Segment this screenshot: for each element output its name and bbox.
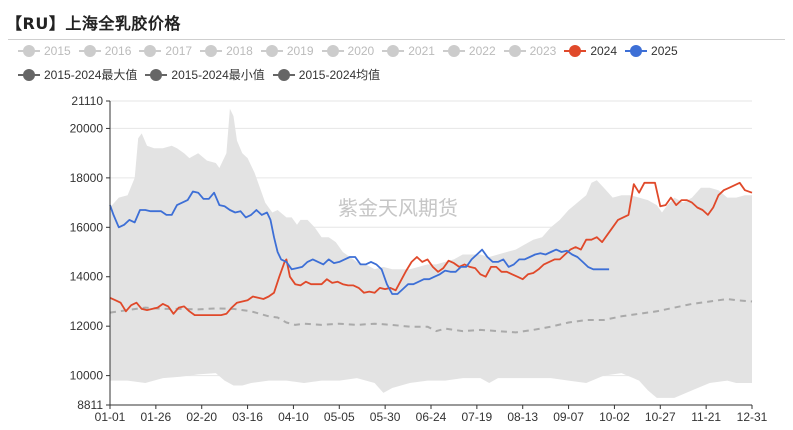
x-tick-label: 12-31 <box>737 410 768 424</box>
legend-label: 2023 <box>529 44 557 58</box>
legend-item-2018[interactable]: 2018 <box>200 44 253 58</box>
legend-marker-icon <box>78 44 101 58</box>
x-tick-label: 01-01 <box>95 410 126 424</box>
x-tick-label: 10-02 <box>599 410 630 424</box>
x-tick-label: 10-27 <box>645 410 676 424</box>
legend-item-2021[interactable]: 2021 <box>382 44 435 58</box>
y-tick-label: 14000 <box>70 270 104 284</box>
legend-marker-icon <box>625 44 648 58</box>
legend-label: 2017 <box>165 44 193 58</box>
legend-item-2020[interactable]: 2020 <box>321 44 375 58</box>
series-line-2025 <box>109 190 610 295</box>
legend-item-2019[interactable]: 2019 <box>260 44 314 58</box>
legend-item-2017[interactable]: 2017 <box>139 44 192 58</box>
legend-marker-icon <box>18 44 40 58</box>
x-tick-label: 08-13 <box>507 410 538 424</box>
y-tick-label: 8811 <box>77 398 103 412</box>
legend-marker-icon <box>272 68 295 82</box>
range-band-max-min <box>110 108 752 398</box>
legend-item-2025[interactable]: 2025 <box>625 44 678 58</box>
legend-item-2015-2024最大值[interactable]: 2015-2024最大值 <box>18 66 137 83</box>
legend-item-2024[interactable]: 2024 <box>564 44 617 58</box>
legend-label: 2015-2024最大值 <box>44 68 138 82</box>
legend-marker-icon <box>503 44 526 58</box>
y-tick-label: 18000 <box>70 171 104 185</box>
legend-marker-icon <box>200 44 223 58</box>
y-tick-label: 20000 <box>70 121 104 135</box>
y-tick-label: 10000 <box>70 369 104 383</box>
legend-marker-icon <box>321 44 344 58</box>
legend-item-2015-2024最小值[interactable]: 2015-2024最小值 <box>145 66 265 83</box>
legend-item-2015-2024均值[interactable]: 2015-2024均值 <box>272 66 381 83</box>
legend-row-years: 2015 2016 2017 2018 2019 2020 2021 2022 2023 2024… <box>18 44 686 58</box>
legend-label: 2019 <box>286 44 314 58</box>
legend-label: 2024 <box>590 44 618 58</box>
legend-marker-icon <box>139 44 162 58</box>
x-tick-label: 04-10 <box>278 410 309 424</box>
x-tick-label: 05-30 <box>370 410 401 424</box>
x-tick-label: 11-21 <box>691 410 721 424</box>
legend-item-2015[interactable]: 2015 <box>18 44 71 58</box>
y-tick-label: 16000 <box>70 220 104 234</box>
legend-item-2016[interactable]: 2016 <box>78 44 132 58</box>
legend-label: 2015-2024最小值 <box>171 68 265 82</box>
legend-marker-icon <box>18 68 40 82</box>
legend-label: 2022 <box>468 44 496 58</box>
series-line-2024 <box>109 181 753 317</box>
x-tick-label: 09-07 <box>553 410 584 424</box>
x-tick-label: 06-24 <box>416 410 447 424</box>
legend-marker-icon <box>145 68 168 82</box>
x-tick-label: 03-16 <box>232 410 263 424</box>
series-line-2015-2024均值 <box>109 298 753 334</box>
legend-marker-icon <box>564 44 587 58</box>
x-tick-label: 05-05 <box>324 410 355 424</box>
y-tick-label: 21110 <box>71 94 103 108</box>
chart-title: 【RU】上海全乳胶价格 <box>6 14 181 33</box>
title-divider <box>8 39 785 40</box>
legend-label: 2015-2024均值 <box>298 68 381 82</box>
legend-label: 2025 <box>651 44 678 58</box>
y-tick-label: 12000 <box>70 319 104 333</box>
legend-label: 2021 <box>408 44 435 58</box>
x-tick-label: 02-20 <box>186 410 217 424</box>
legend-marker-icon <box>442 44 465 58</box>
x-tick-label: 01-26 <box>141 410 172 424</box>
legend-label: 2016 <box>104 44 132 58</box>
legend-item-2022[interactable]: 2022 <box>442 44 496 58</box>
legend-label: 2018 <box>226 44 253 58</box>
x-tick-label: 07-19 <box>462 410 493 424</box>
legend-label: 2020 <box>347 44 375 58</box>
watermark-text: 紫金天风期货 <box>338 196 458 220</box>
legend-marker-icon <box>260 44 283 58</box>
legend-item-2023[interactable]: 2023 <box>503 44 557 58</box>
legend-row-stats: 2015-2024最大值 2015-2024最小值 2015-2024均值 <box>18 66 388 83</box>
legend-label: 2015 <box>44 44 71 58</box>
legend-marker-icon <box>382 44 405 58</box>
